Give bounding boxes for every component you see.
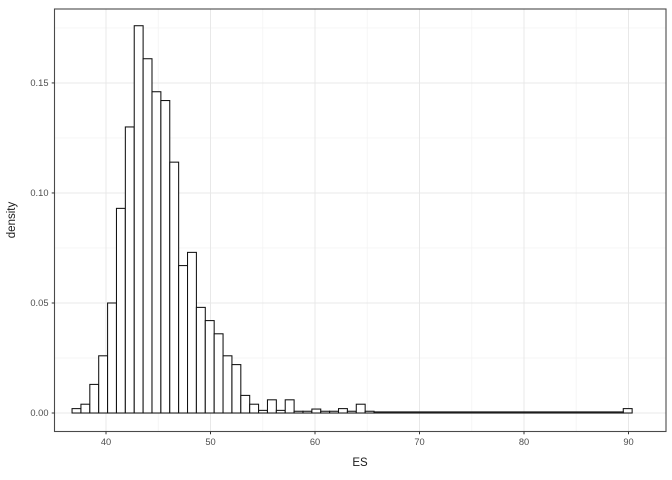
histogram-bar — [364, 410, 375, 414]
histogram-bar — [178, 265, 189, 414]
histogram-bar — [133, 25, 144, 414]
x-axis-title: ES — [352, 457, 368, 469]
histogram-bar — [249, 403, 260, 414]
histogram-bar — [284, 399, 295, 414]
tick-labels: 40 50 60 70 80 90 0.00 0.05 0.10 0.15 — [30, 78, 633, 447]
histogram-bar — [266, 399, 277, 414]
y-axis-title: density — [6, 202, 18, 239]
histogram-bar — [160, 100, 171, 414]
x-tick-label: 70 — [414, 437, 424, 447]
y-tick-label: 0.15 — [30, 78, 48, 88]
histogram-bar — [186, 251, 197, 414]
histogram-bar — [115, 207, 126, 414]
x-tick-label: 50 — [205, 437, 215, 447]
histogram-bar — [346, 410, 357, 414]
x-tick-label: 80 — [519, 437, 529, 447]
histogram-bar — [240, 394, 251, 414]
histogram-bar — [98, 355, 109, 414]
histogram-bar — [107, 302, 117, 414]
y-tick-label: 0.00 — [30, 408, 48, 418]
histogram-bar — [311, 408, 322, 414]
panel-border — [53, 8, 667, 433]
histogram-bar — [293, 410, 304, 414]
x-tick-label: 40 — [101, 437, 111, 447]
histogram-bar — [302, 410, 313, 414]
histogram-bar — [213, 333, 224, 414]
histogram-bar — [89, 383, 100, 414]
histogram-bar — [355, 403, 366, 414]
y-tick-label: 0.05 — [30, 298, 48, 308]
axis-ticks — [51, 82, 629, 435]
histogram-bar — [142, 58, 153, 414]
histogram-bar — [329, 410, 340, 414]
histogram-bar — [320, 410, 331, 414]
histogram-bar — [258, 409, 268, 414]
histogram-bar — [337, 408, 348, 414]
histogram-bar — [204, 320, 215, 414]
plot-area: 40 50 60 70 80 90 0.00 0.05 0.10 0.15 — [30, 8, 667, 447]
histogram-bar — [71, 408, 82, 414]
histogram-bar — [124, 126, 135, 414]
x-tick-label: 60 — [310, 437, 320, 447]
x-tick-label: 90 — [623, 437, 633, 447]
histogram-bar — [80, 403, 91, 414]
histogram-bar — [195, 306, 206, 414]
histogram-bar — [222, 355, 233, 414]
histogram-bars — [71, 25, 633, 414]
histogram-bar — [622, 408, 633, 414]
histogram-bar — [275, 409, 286, 414]
histogram-bar — [169, 161, 180, 414]
histogram-bar — [151, 91, 162, 414]
histogram-bar — [231, 364, 242, 414]
y-tick-label: 0.10 — [30, 188, 48, 198]
histogram-zero-run — [373, 411, 624, 414]
